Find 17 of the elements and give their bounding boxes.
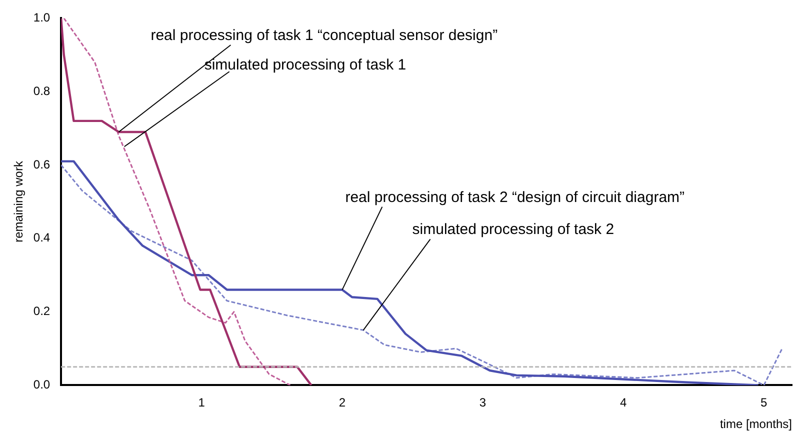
x-tick-label: 1 — [198, 396, 206, 410]
annotation: simulated processing of task 2 — [412, 221, 614, 238]
y-axis-title: remaining work — [12, 160, 26, 242]
x-tick-label: 4 — [620, 396, 627, 410]
annotation: simulated processing of task 1 — [204, 56, 406, 74]
annotation: real processing of task 2 “design of circuit diagram” — [345, 188, 685, 206]
x-tick-label: 3 — [479, 396, 486, 410]
y-tick-label: 0.8 — [33, 84, 50, 98]
annotation: real processing of task 1 “conceptual sensor design” — [150, 26, 498, 44]
x-tick-label: 2 — [338, 396, 346, 410]
y-tick-label: 0.2 — [33, 304, 50, 318]
y-tick-label: 0.0 — [33, 378, 50, 392]
x-axis-title: time [months] — [720, 417, 792, 432]
y-tick-label: 0.4 — [33, 230, 50, 245]
y-tick-label: 1.0 — [33, 10, 50, 25]
x-tick-label: 5 — [760, 396, 768, 410]
y-tick-label: 0.6 — [33, 157, 50, 172]
